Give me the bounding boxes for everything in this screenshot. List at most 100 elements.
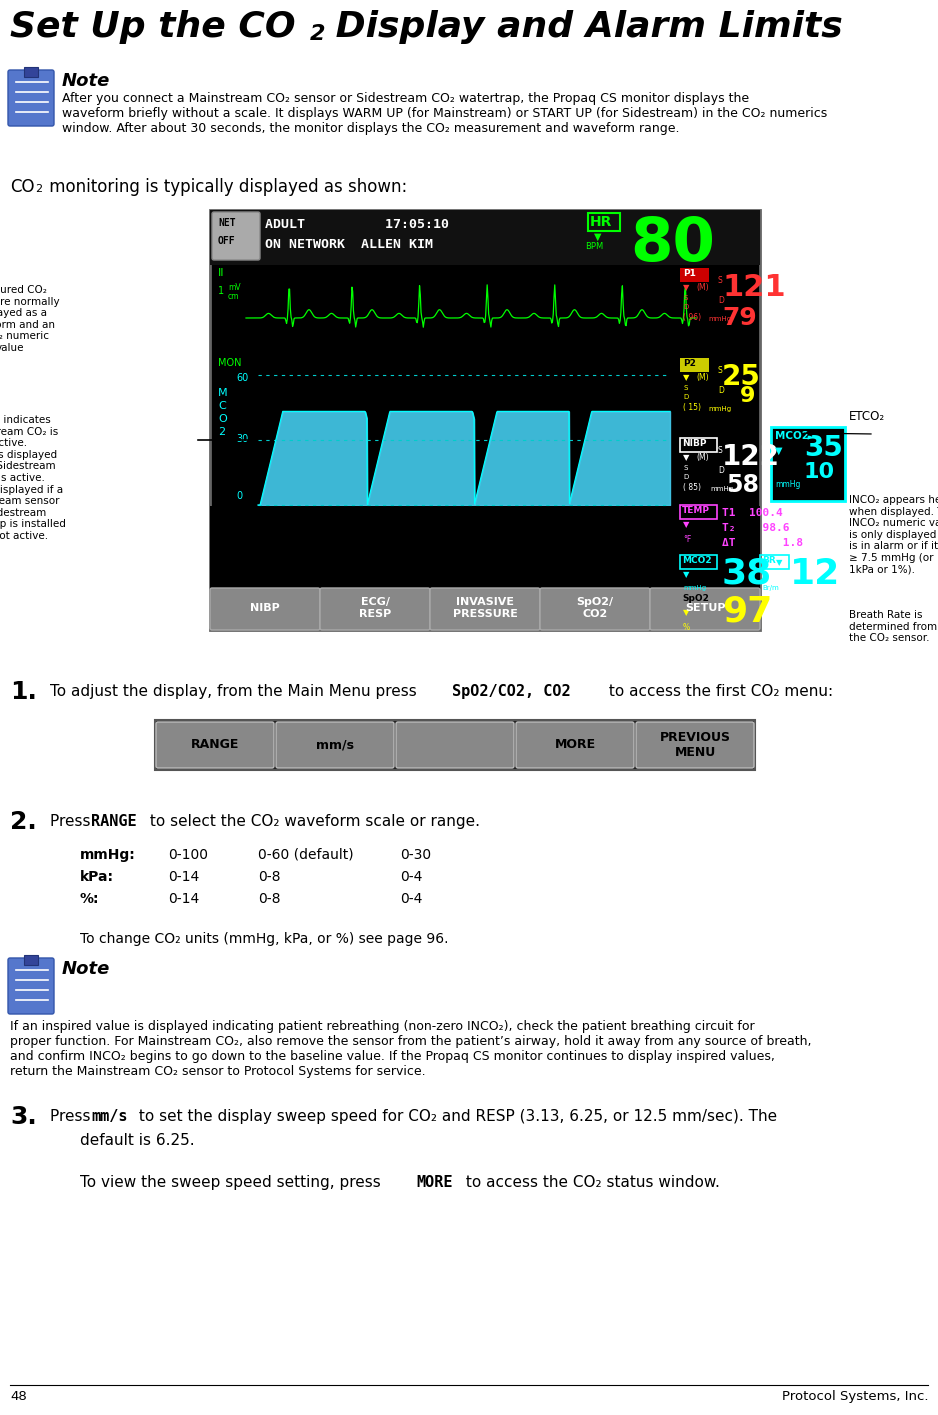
Text: mmHg: mmHg <box>775 480 800 490</box>
FancyBboxPatch shape <box>540 589 650 630</box>
Text: RANGE: RANGE <box>91 814 137 829</box>
FancyBboxPatch shape <box>679 267 708 282</box>
Text: After you connect a Mainstream CO₂ sensor or Sidestream CO₂ watertrap, the Propa: After you connect a Mainstream CO₂ senso… <box>62 92 827 134</box>
Text: BPM: BPM <box>585 242 603 250</box>
Text: MCO2: MCO2 <box>682 556 712 565</box>
Text: 0-14: 0-14 <box>168 870 199 884</box>
Text: 12: 12 <box>790 558 840 591</box>
Text: Note: Note <box>62 72 111 91</box>
Text: monitoring is typically displayed as shown:: monitoring is typically displayed as sho… <box>44 178 407 197</box>
Bar <box>210 507 760 589</box>
Text: %:: %: <box>80 891 99 906</box>
Text: MON: MON <box>218 358 241 368</box>
Text: INCO₂ appears here
when displayed. The
INCO₂ numeric value
is only displayed if : INCO₂ appears here when displayed. The I… <box>849 495 938 574</box>
Text: S: S <box>718 366 723 375</box>
Text: 2: 2 <box>310 24 325 44</box>
Text: 38: 38 <box>722 558 772 591</box>
Text: ▼: ▼ <box>683 283 689 291</box>
Text: OFF: OFF <box>218 236 235 246</box>
Text: ▼: ▼ <box>683 374 689 382</box>
Text: If an inspired value is displayed indicating patient rebreathing (non-zero INCO₂: If an inspired value is displayed indica… <box>10 1020 811 1078</box>
FancyBboxPatch shape <box>771 427 845 501</box>
Text: Br/m: Br/m <box>762 584 779 591</box>
Text: To adjust the display, from the Main Menu press: To adjust the display, from the Main Men… <box>50 683 421 699</box>
Text: mmHg: mmHg <box>708 316 731 323</box>
Text: CO: CO <box>10 178 35 197</box>
Text: 1: 1 <box>218 286 224 296</box>
Bar <box>24 955 38 965</box>
Text: mm/s: mm/s <box>91 1109 128 1124</box>
Text: 48: 48 <box>10 1390 27 1404</box>
FancyBboxPatch shape <box>8 69 54 126</box>
Text: ▼: ▼ <box>594 232 601 242</box>
Text: ( 15): ( 15) <box>683 403 701 412</box>
Text: ▼: ▼ <box>683 519 689 529</box>
Bar <box>155 720 755 770</box>
Text: 0-4: 0-4 <box>400 891 422 906</box>
Text: MORE: MORE <box>416 1174 452 1190</box>
Text: mmHg: mmHg <box>708 406 731 412</box>
Text: D: D <box>718 386 724 395</box>
Text: D: D <box>718 466 724 475</box>
Text: mmHg: mmHg <box>710 485 734 492</box>
Text: 30: 30 <box>236 434 249 444</box>
Text: ETCO₂: ETCO₂ <box>849 410 885 423</box>
Text: ADULT          17:05:10: ADULT 17:05:10 <box>265 218 449 231</box>
Text: ▼: ▼ <box>683 608 689 617</box>
Text: 0-14: 0-14 <box>168 891 199 906</box>
Text: O: O <box>218 415 227 424</box>
Text: 0-8: 0-8 <box>258 891 280 906</box>
Text: to access the CO₂ status window.: to access the CO₂ status window. <box>461 1174 719 1190</box>
Text: mV: mV <box>228 283 241 291</box>
Bar <box>210 209 760 630</box>
Text: (M): (M) <box>696 283 708 291</box>
Text: SpO2: SpO2 <box>682 594 709 603</box>
Text: 0-4: 0-4 <box>400 870 422 884</box>
Text: mmHg:: mmHg: <box>80 848 136 862</box>
Text: %: % <box>683 623 690 633</box>
Text: Measured CO₂
levels are normally
displayed as a
waveform and an
ETCO₂ numeric
va: Measured CO₂ levels are normally display… <box>0 284 60 352</box>
FancyBboxPatch shape <box>679 593 717 607</box>
FancyBboxPatch shape <box>650 589 760 630</box>
Text: S: S <box>683 294 688 301</box>
Text: D: D <box>683 393 688 400</box>
FancyBboxPatch shape <box>516 722 634 768</box>
FancyBboxPatch shape <box>210 589 320 630</box>
Text: ( 96): ( 96) <box>683 313 701 323</box>
Text: Protocol Systems, Inc.: Protocol Systems, Inc. <box>781 1390 928 1404</box>
Text: 58: 58 <box>726 473 759 497</box>
Text: 0-8: 0-8 <box>258 870 280 884</box>
Text: to access the first CO₂ menu:: to access the first CO₂ menu: <box>604 683 833 699</box>
Text: 2.: 2. <box>10 809 37 833</box>
Text: MORE: MORE <box>554 739 596 751</box>
Text: To change CO₂ units (mmHg, kPa, or %) see page 96.: To change CO₂ units (mmHg, kPa, or %) se… <box>80 932 448 947</box>
Text: S: S <box>683 466 688 471</box>
Text: 79: 79 <box>722 306 757 330</box>
Text: T1  100.4: T1 100.4 <box>722 508 782 518</box>
Text: 0-60 (default): 0-60 (default) <box>258 848 354 862</box>
Text: NIBP: NIBP <box>682 439 706 449</box>
Text: RANGE: RANGE <box>190 739 239 751</box>
Text: S: S <box>683 385 688 391</box>
Text: ▼: ▼ <box>776 558 782 567</box>
Text: Press: Press <box>50 814 96 829</box>
Text: ( 85): ( 85) <box>683 483 701 492</box>
Text: 80: 80 <box>630 215 715 275</box>
Text: (M): (M) <box>696 453 708 463</box>
Text: 9: 9 <box>740 386 755 406</box>
Text: Display and Alarm Limits: Display and Alarm Limits <box>323 10 842 44</box>
Text: T₂    98.6: T₂ 98.6 <box>722 524 790 533</box>
Text: 1.: 1. <box>10 681 37 705</box>
Text: 60: 60 <box>236 374 249 383</box>
FancyBboxPatch shape <box>8 958 54 1015</box>
Text: MCO2: MCO2 <box>775 432 809 441</box>
Text: MCO2 indicates
Mainstream CO₂ is
active.
SCO2 is displayed
when Sidestream
CO₂ i: MCO2 indicates Mainstream CO₂ is active.… <box>0 415 66 541</box>
Bar <box>210 209 760 265</box>
Text: INVASIVE
PRESSURE: INVASIVE PRESSURE <box>452 597 518 618</box>
Text: 0: 0 <box>236 491 242 501</box>
Text: SpO2/
CO2: SpO2/ CO2 <box>577 597 613 618</box>
Text: P1: P1 <box>683 269 696 277</box>
Text: D: D <box>718 296 724 306</box>
Text: M: M <box>218 388 228 398</box>
Text: (M): (M) <box>696 374 708 382</box>
